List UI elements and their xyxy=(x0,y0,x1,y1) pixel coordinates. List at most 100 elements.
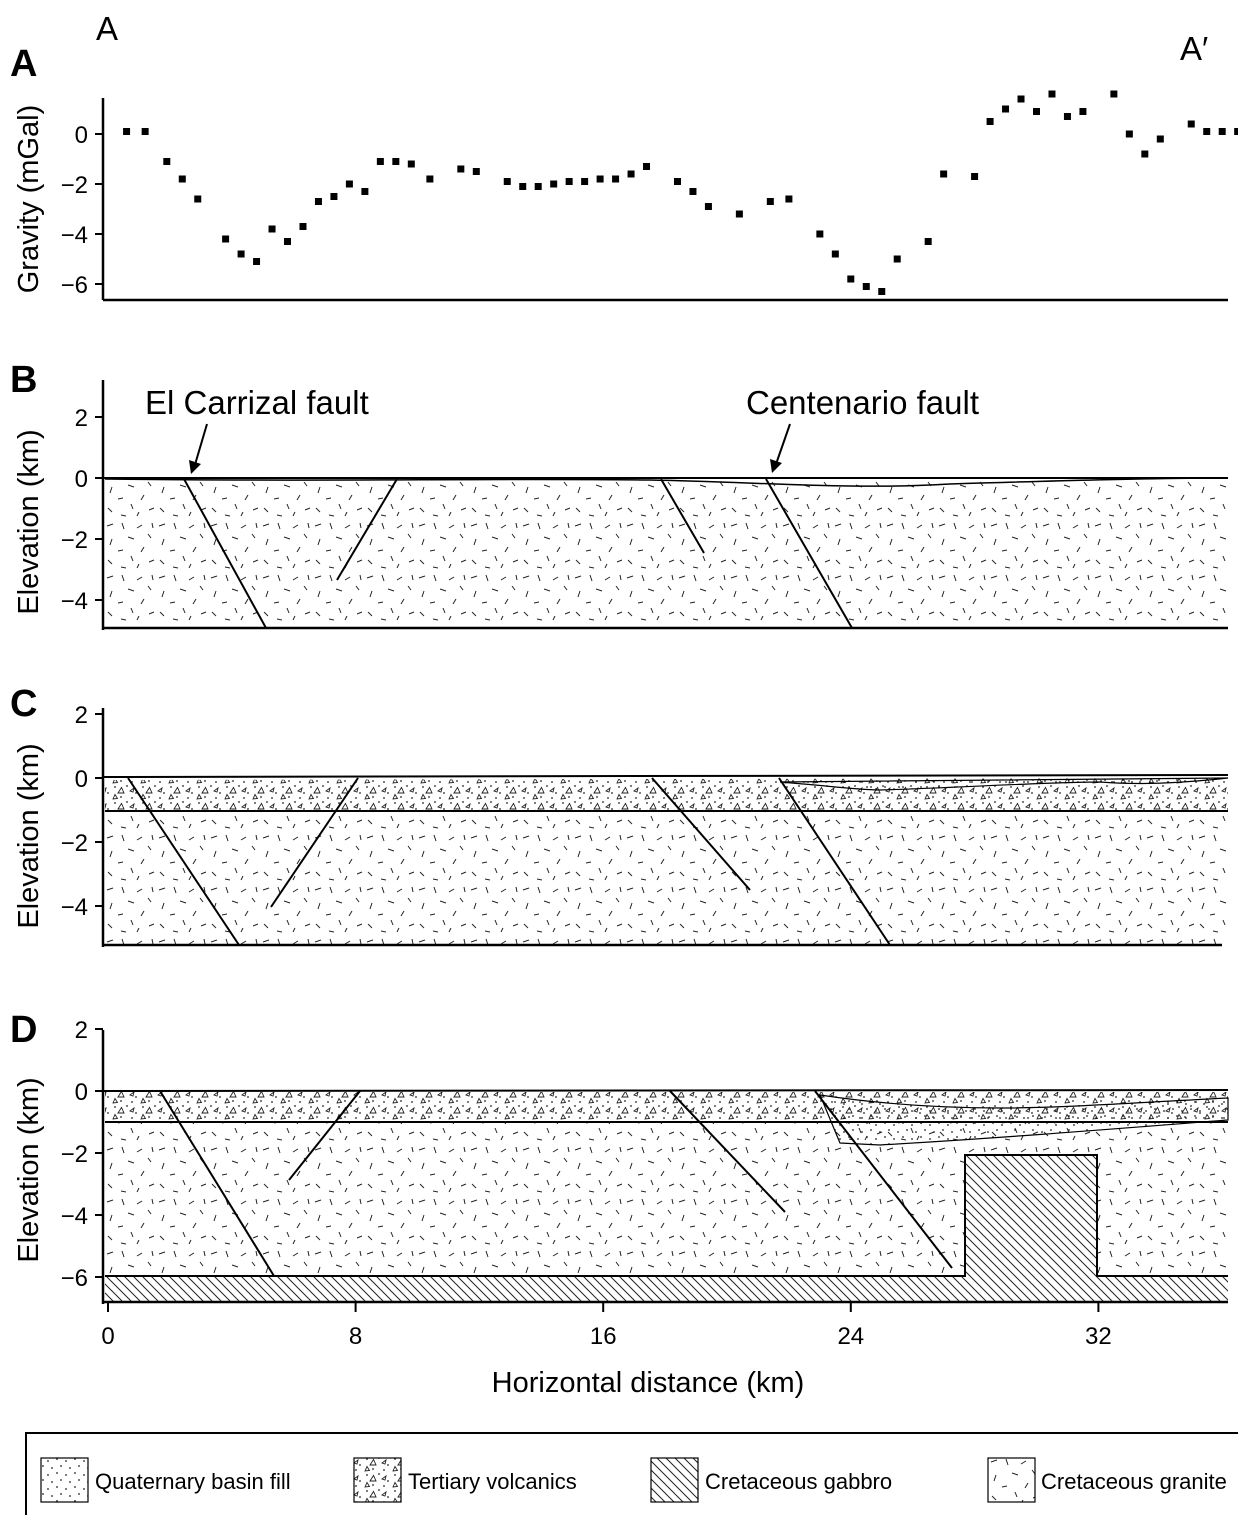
x-tick-label: 24 xyxy=(837,1323,864,1350)
gravity-point xyxy=(376,158,384,165)
y-tick-label: −6 xyxy=(61,1265,88,1292)
gravity-point xyxy=(816,230,824,238)
y-tick-label: 0 xyxy=(75,122,88,149)
gravity-point xyxy=(862,283,870,290)
fault-line xyxy=(651,777,751,891)
gravity-point xyxy=(123,128,131,135)
arrow-head-icon xyxy=(189,460,201,474)
fault-line xyxy=(336,478,398,581)
legend-swatch-volcanics xyxy=(353,1457,402,1503)
y-tick-label: −2 xyxy=(61,527,88,554)
granite-unit-b xyxy=(105,479,1228,628)
gravity-points xyxy=(123,90,1238,295)
topography-d xyxy=(102,1089,1229,1092)
gravity-point xyxy=(612,175,620,183)
centenario-fault-line xyxy=(765,478,853,629)
fault-line xyxy=(669,1090,786,1213)
y-tick-label: −4 xyxy=(61,1203,88,1230)
y-axis-title-b: Elevation (km) xyxy=(13,429,45,614)
faults-c xyxy=(127,777,891,946)
gravity-point xyxy=(627,170,635,178)
gravity-point xyxy=(194,195,202,203)
gravity-point xyxy=(361,188,369,195)
gravity-point xyxy=(847,275,855,283)
gravity-point xyxy=(503,178,511,185)
legend-label-volcanics: Tertiary volcanics xyxy=(408,1469,577,1494)
panel-letter-c: C xyxy=(10,683,37,725)
gravity-point xyxy=(299,223,307,230)
fault-line xyxy=(159,1090,275,1277)
gravity-point xyxy=(673,178,681,185)
gabbro-top-d xyxy=(105,1154,1228,1277)
y-ticks-b: 2 0 −2 −4 xyxy=(61,405,103,615)
fault-line xyxy=(660,478,705,554)
legend-label-gabbro: Cretaceous gabbro xyxy=(705,1469,892,1494)
gravity-point xyxy=(550,180,558,188)
gravity-point xyxy=(314,198,322,205)
gravity-point xyxy=(472,168,480,175)
gravity-point xyxy=(237,250,245,258)
y-tick-label: −4 xyxy=(61,222,88,249)
gravity-point xyxy=(1187,120,1195,128)
el-carrizal-arrow xyxy=(193,423,208,469)
section-end-label: A′ xyxy=(1180,30,1208,67)
gravity-point xyxy=(735,210,743,218)
gravity-point xyxy=(1017,95,1025,103)
gravity-point xyxy=(1141,150,1149,158)
gravity-point xyxy=(1234,128,1238,135)
gravity-point xyxy=(785,195,793,203)
y-axis-title-d: Elevation (km) xyxy=(13,1077,45,1262)
gravity-point xyxy=(1156,135,1164,143)
legend-frame xyxy=(25,1432,1238,1515)
legend-label-granite: Cretaceous granite xyxy=(1041,1469,1227,1494)
panel-d: D 2 0 −2 −4 −6 0 8 16 24 32 Elevation (km) Horiz… xyxy=(10,1009,1229,1399)
gravity-point xyxy=(141,128,149,135)
centenario-fault-label: Centenario fault xyxy=(746,384,979,421)
y-ticks-a: 0 −2 −4 −6 xyxy=(61,122,103,299)
gravity-point xyxy=(345,180,353,188)
gravity-point xyxy=(971,173,979,180)
y-tick-label: 0 xyxy=(75,466,88,493)
y-tick-label: −4 xyxy=(61,588,88,615)
centenario-arrow xyxy=(774,423,791,468)
x-axis-title: Horizontal distance (km) xyxy=(492,1367,805,1399)
x-tick-label: 8 xyxy=(349,1323,362,1350)
granite-unit-c xyxy=(105,811,1228,945)
panel-letter-b: B xyxy=(10,359,37,401)
panel-letter-a: A xyxy=(10,43,37,85)
x-ticks-d: 0 8 16 24 32 xyxy=(101,1302,1112,1350)
gravity-point xyxy=(407,160,415,168)
gravity-point xyxy=(426,175,434,183)
gravity-point xyxy=(643,163,651,170)
gravity-point xyxy=(940,170,948,178)
gravity-point xyxy=(565,178,573,185)
gravity-point xyxy=(766,198,774,205)
gravity-point xyxy=(1033,108,1040,115)
legend-swatch-basin-fill xyxy=(40,1457,89,1503)
x-tick-label: 0 xyxy=(101,1323,114,1350)
gravity-point xyxy=(1218,128,1226,135)
panel-a: A A A′ 0 −2 −4 −6 Gravity (mGal) xyxy=(10,10,1238,302)
gravity-point xyxy=(1203,128,1211,135)
basin-fill-c xyxy=(779,777,1229,791)
section-start-label: A xyxy=(96,10,118,47)
y-axis-title-c: Elevation (km) xyxy=(13,743,45,928)
gravity-point xyxy=(1002,105,1010,113)
gravity-point xyxy=(268,225,276,233)
y-tick-label: −2 xyxy=(61,830,88,857)
gravity-point xyxy=(878,288,886,295)
fault-line xyxy=(778,777,891,946)
gravity-point xyxy=(986,118,994,125)
gravity-point xyxy=(1079,108,1087,115)
legend-swatch-granite xyxy=(987,1457,1036,1503)
arrow-head-icon xyxy=(770,459,782,473)
faults-b xyxy=(183,478,853,629)
y-tick-label: −6 xyxy=(61,272,88,299)
el-carrizal-fault-label: El Carrizal fault xyxy=(145,384,369,421)
y-tick-label: 0 xyxy=(75,766,88,793)
x-tick-label: 32 xyxy=(1085,1323,1112,1350)
topography-b xyxy=(104,477,1229,487)
gravity-point xyxy=(831,250,839,258)
gravity-point xyxy=(689,188,697,195)
